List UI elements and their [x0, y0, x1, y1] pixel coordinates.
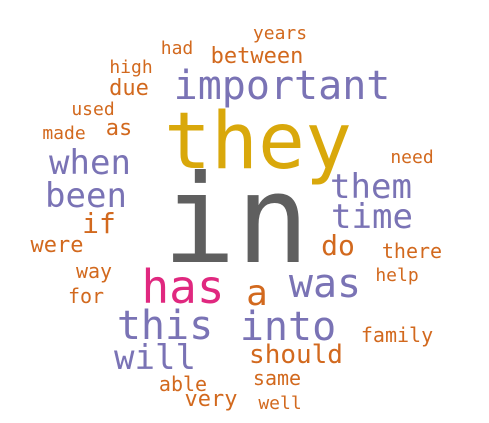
word-them: them	[330, 167, 412, 207]
word-time: time	[331, 197, 413, 237]
word-into: into	[239, 304, 337, 350]
word-this: this	[116, 303, 214, 349]
word-been: been	[45, 176, 127, 216]
word-when: when	[49, 143, 131, 183]
word-will: will	[114, 338, 196, 378]
word-made: made	[42, 123, 86, 144]
word-if: if	[82, 207, 116, 240]
word-well: well	[258, 393, 302, 414]
word-very: very	[184, 387, 238, 412]
word-do: do	[321, 229, 355, 262]
word-there: there	[381, 239, 443, 263]
word-between: between	[210, 44, 304, 69]
word-able: able	[158, 372, 208, 396]
word-was: was	[288, 261, 362, 307]
word-due: due	[109, 76, 149, 101]
word-same: same	[252, 366, 302, 390]
word-has: has	[141, 260, 225, 314]
word-need: need	[390, 147, 434, 168]
word-years: years	[252, 23, 308, 44]
word-way: way	[75, 259, 113, 283]
word-high: high	[109, 57, 153, 78]
word-should: should	[249, 340, 343, 370]
word-as: as	[105, 116, 133, 141]
word-they: they	[164, 97, 352, 187]
word-for: for	[67, 284, 105, 308]
word-help: help	[375, 265, 419, 286]
word-used: used	[71, 99, 115, 120]
word-family: family	[360, 323, 434, 347]
word-were: were	[30, 233, 84, 258]
word-in: in	[162, 149, 310, 291]
word-important: important	[173, 63, 391, 109]
word-a: a	[246, 273, 268, 314]
word-had: had	[160, 38, 194, 59]
